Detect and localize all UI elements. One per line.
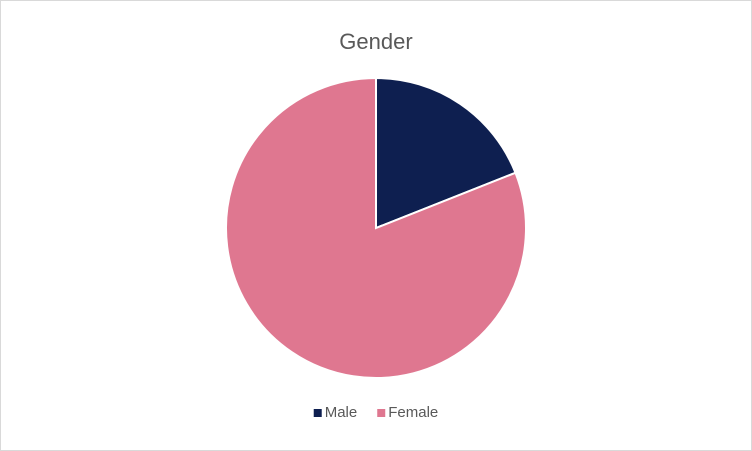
legend-label: Female [388, 404, 438, 421]
legend-label: Male [325, 404, 358, 421]
legend-swatch [313, 409, 322, 417]
pie-slice [225, 76, 527, 379]
legend-swatch [377, 409, 386, 417]
pie-slice [375, 76, 517, 230]
chart-title: Gender [339, 29, 412, 54]
